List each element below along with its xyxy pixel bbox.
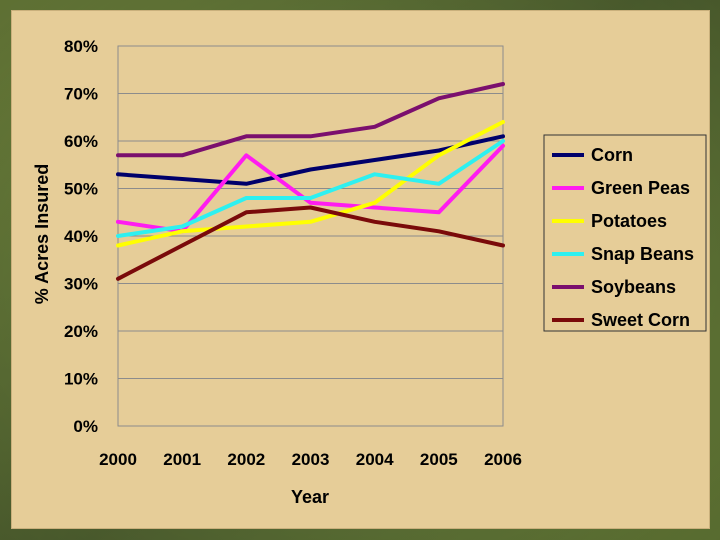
x-tick-label: 2001 <box>163 450 201 469</box>
series-lines <box>116 82 505 281</box>
gridlines <box>118 45 503 379</box>
x-tick-label: 2006 <box>484 450 522 469</box>
x-axis-ticks: 2000 2001 2002 2003 2004 2005 2006 <box>99 450 522 469</box>
x-axis-title: Year <box>291 487 329 507</box>
y-tick-label: 30% <box>64 275 98 294</box>
legend-label: Sweet Corn <box>591 310 690 330</box>
legend-label: Snap Beans <box>591 244 694 264</box>
series-line-sweet-corn <box>116 205 505 281</box>
x-tick-label: 2002 <box>227 450 265 469</box>
x-tick-label: 2004 <box>356 450 394 469</box>
y-tick-label: 50% <box>64 180 98 199</box>
legend-label: Potatoes <box>591 211 667 231</box>
y-axis-ticks: 0% 10% 20% 30% 40% 50% 60% 70% 80% <box>64 37 98 436</box>
y-tick-label: 10% <box>64 370 98 389</box>
y-axis-title: % Acres Insured <box>32 164 52 304</box>
series-line-soybeans <box>116 82 505 158</box>
legend-label: Soybeans <box>591 277 676 297</box>
series-line-snap-beans <box>116 139 505 238</box>
legend-box <box>543 134 707 332</box>
x-tick-label: 2005 <box>420 450 458 469</box>
legend-label: Green Peas <box>591 178 690 198</box>
legend-label: Corn <box>591 145 633 165</box>
x-tick-label: 2003 <box>292 450 330 469</box>
y-tick-label: 60% <box>64 132 98 151</box>
y-tick-label: 70% <box>64 85 98 104</box>
y-tick-label: 0% <box>73 417 98 436</box>
legend: Corn Green Peas Potatoes Snap Beans Soybeans… <box>543 134 707 332</box>
x-tick-label: 2000 <box>99 450 137 469</box>
series-line-corn <box>116 134 505 186</box>
y-tick-label: 20% <box>64 322 98 341</box>
y-tick-label: 40% <box>64 227 98 246</box>
y-tick-label: 80% <box>64 37 98 56</box>
series-line-potatoes <box>116 120 505 248</box>
